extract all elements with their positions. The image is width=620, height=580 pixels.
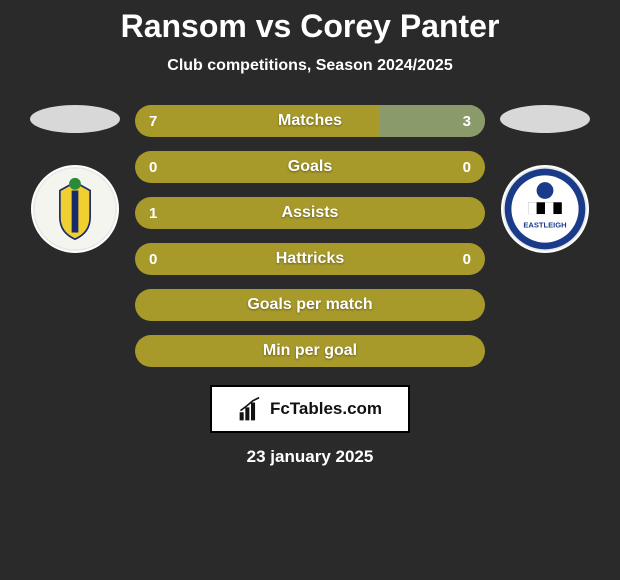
left-club-badge (31, 165, 119, 253)
bar-label: Goals (135, 151, 485, 183)
stat-bar: Hattricks0 0 (135, 243, 485, 275)
footer: FcTables.com 23 january 2025 (0, 385, 620, 467)
bar-value-left: 0 (149, 243, 157, 275)
fctables-logo-icon (238, 396, 264, 422)
date-text: 23 january 2025 (247, 447, 374, 467)
bar-value-left: 7 (149, 105, 157, 137)
bar-value-left: 0 (149, 151, 157, 183)
bar-value-right: 3 (463, 105, 471, 137)
right-player-col: EASTLEIGH (485, 105, 605, 253)
bar-label: Min per goal (135, 335, 485, 367)
bar-label: Matches (135, 105, 485, 137)
bar-label: Assists (135, 197, 485, 229)
bar-value-right: 0 (463, 243, 471, 275)
stat-bar: Min per goal (135, 335, 485, 367)
stat-bar: Goals0 0 (135, 151, 485, 183)
bar-label: Hattricks (135, 243, 485, 275)
page-title: Ransom vs Corey Panter (0, 8, 620, 45)
left-player-col (15, 105, 135, 253)
bar-value-left: 1 (149, 197, 157, 229)
stats-bars: Matches73Goals00Assists1Hattricks00Goals… (135, 105, 485, 367)
subtitle: Club competitions, Season 2024/2025 (0, 57, 620, 75)
right-club-badge: EASTLEIGH (501, 165, 589, 253)
brand-box[interactable]: FcTables.com (210, 385, 410, 433)
stat-bar: Goals per match (135, 289, 485, 321)
right-player-avatar (500, 105, 590, 133)
left-player-avatar (30, 105, 120, 133)
svg-text:EASTLEIGH: EASTLEIGH (523, 220, 566, 229)
stat-bar: Matches7 3 (135, 105, 485, 137)
main-row: Matches73Goals00Assists1Hattricks00Goals… (0, 105, 620, 367)
sutton-badge-icon (33, 167, 117, 251)
bar-value-right: 0 (463, 151, 471, 183)
comparison-card: Ransom vs Corey Panter Club competitions… (0, 0, 620, 467)
bar-label: Goals per match (135, 289, 485, 321)
brand-text: FcTables.com (270, 399, 382, 419)
stat-bar: Assists1 (135, 197, 485, 229)
eastleigh-badge-icon: EASTLEIGH (503, 167, 587, 251)
